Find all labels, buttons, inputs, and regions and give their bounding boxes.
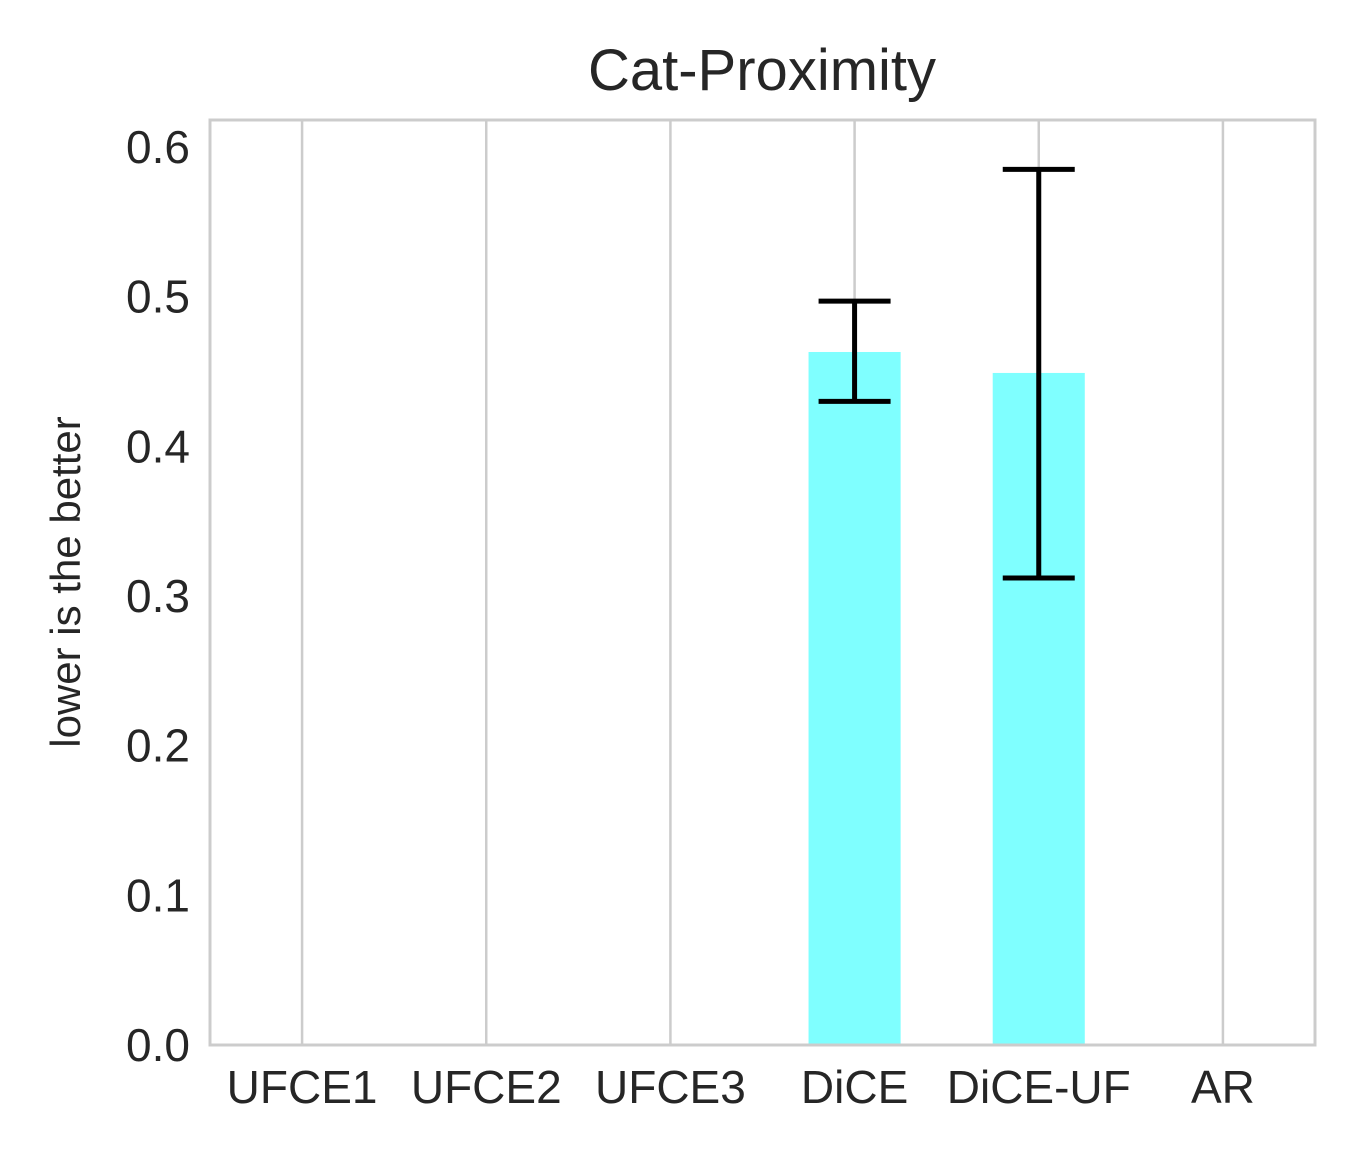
error-bars bbox=[818, 166, 1075, 581]
x-tick-label-ufce3: UFCE3 bbox=[595, 1061, 746, 1113]
plot-frame bbox=[208, 118, 1317, 1047]
error-bar-dice-uf bbox=[1002, 166, 1075, 581]
x-tick-label-dice: DiCE bbox=[801, 1061, 908, 1113]
x-tick-label-ufce1: UFCE1 bbox=[227, 1061, 378, 1113]
y-tick-label: 0.4 bbox=[126, 420, 190, 472]
x-tick-label-dice-uf: DiCE-UF bbox=[947, 1061, 1131, 1113]
y-tick-label: 0.0 bbox=[126, 1019, 190, 1071]
y-tick-label: 0.1 bbox=[126, 869, 190, 921]
y-tick-label: 0.5 bbox=[126, 271, 190, 323]
y-tick-label: 0.6 bbox=[126, 121, 190, 173]
error-bar-dice bbox=[818, 298, 891, 404]
x-tick-label-ufce2: UFCE2 bbox=[411, 1061, 562, 1113]
y-axis-label: lower is the better bbox=[42, 416, 89, 748]
bar-dice bbox=[808, 351, 901, 1045]
y-tick-label: 0.3 bbox=[126, 570, 190, 622]
y-tick-labels: 0.0 0.1 0.2 0.3 0.4 0.5 0.6 bbox=[126, 121, 190, 1071]
chart-title: Cat-Proximity bbox=[588, 38, 936, 103]
plot-area bbox=[210, 120, 1315, 1045]
x-tick-labels: UFCE1 UFCE2 UFCE3 DiCE DiCE-UF AR bbox=[227, 1061, 1255, 1113]
y-tick-label: 0.2 bbox=[126, 720, 190, 772]
x-tick-label-ar: AR bbox=[1191, 1061, 1255, 1113]
